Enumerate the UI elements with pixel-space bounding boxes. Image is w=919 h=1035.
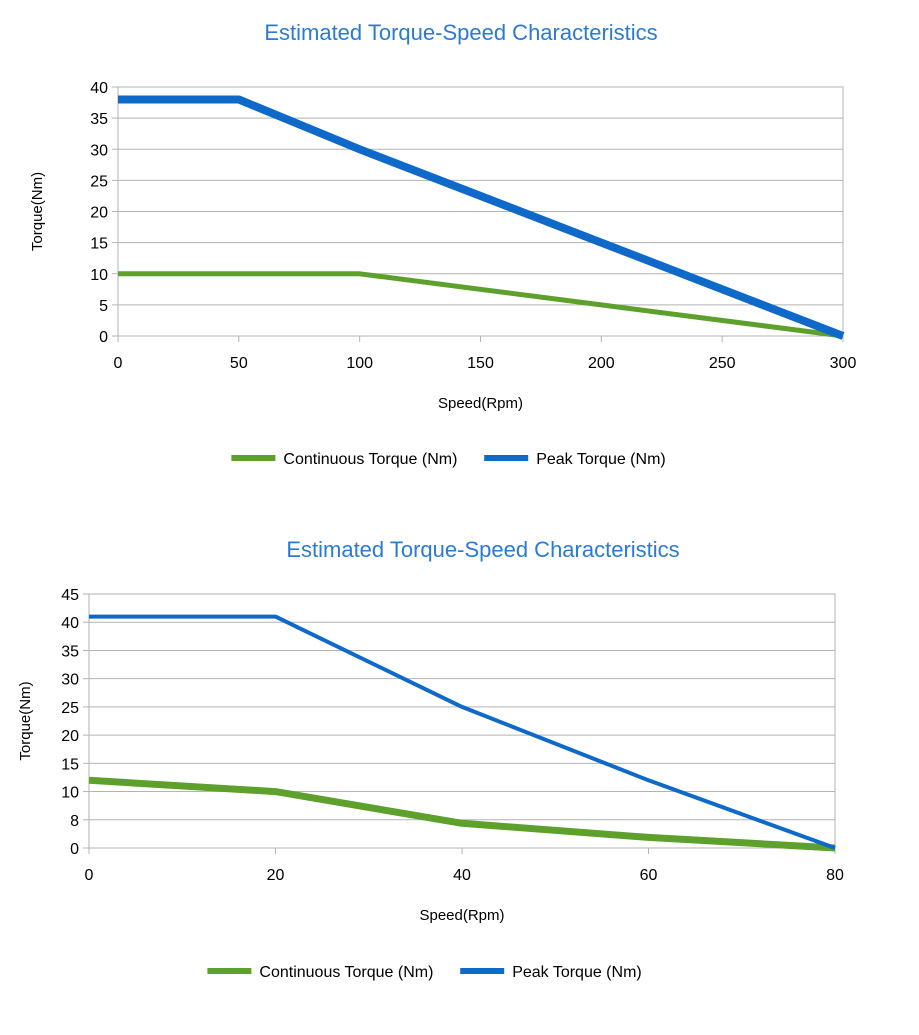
y-axis-label: Torque(Nm) (29, 172, 46, 251)
plot-area (88, 593, 836, 849)
y-tick-label: 10 (61, 785, 79, 802)
peak-torque-line (118, 95, 845, 340)
x-tick-label: 40 (453, 867, 471, 884)
y-tick-label: 30 (61, 672, 79, 689)
y-tick-label: 15 (61, 756, 79, 773)
peak-torque-line (89, 614, 836, 850)
x-tick-label: 50 (230, 355, 248, 372)
x-tick-label: 80 (826, 867, 844, 884)
legend-label-peak: Peak Torque (Nm) (536, 451, 666, 468)
y-tick-label: 40 (61, 615, 79, 632)
y-tick-label: 10 (90, 267, 108, 284)
y-tick-label: 15 (90, 236, 108, 253)
y-tick-label: 25 (61, 700, 79, 717)
y-tick-label: 35 (90, 111, 108, 128)
x-axis-label: Speed(Rpm) (438, 395, 523, 412)
y-tick-label: 30 (90, 142, 108, 159)
x-tick-label: 300 (830, 355, 857, 372)
y-tick-label: 8 (70, 813, 79, 830)
y-tick-label: 40 (90, 80, 108, 97)
y-tick-label: 45 (61, 587, 79, 604)
legend: Continuous Torque (Nm) Peak Torque (Nm) (231, 451, 666, 468)
legend-label-continuous: Continuous Torque (Nm) (283, 451, 457, 468)
torque-speed-chart-1: Estimated Torque-Speed Characteristics 0 5… (29, 20, 856, 468)
x-tick-label: 20 (267, 867, 285, 884)
torque-speed-chart-2: Estimated Torque-Speed Characteristics 0 8… (17, 537, 844, 981)
x-tick-label: 150 (467, 355, 494, 372)
y-tick-label: 5 (99, 298, 108, 315)
x-tick-label: 60 (640, 867, 658, 884)
y-axis-label: Torque(Nm) (17, 681, 34, 760)
y-tick-label: 20 (90, 205, 108, 222)
y-tick-label: 0 (99, 329, 108, 346)
y-tick-label: 25 (90, 173, 108, 190)
legend-label-peak: Peak Torque (Nm) (512, 964, 642, 981)
chart-title: Estimated Torque-Speed Characteristics (286, 537, 679, 562)
legend: Continuous Torque (Nm) Peak Torque (Nm) (207, 964, 642, 981)
x-tick-label: 250 (709, 355, 736, 372)
y-tick-label: 20 (61, 728, 79, 745)
x-tick-label: 0 (114, 355, 123, 372)
x-tick-label: 0 (85, 867, 94, 884)
continuous-torque-line (88, 776, 836, 852)
x-tick-label: 200 (588, 355, 615, 372)
y-tick-label: 35 (61, 643, 79, 660)
chart-title: Estimated Torque-Speed Characteristics (264, 20, 657, 45)
legend-label-continuous: Continuous Torque (Nm) (259, 964, 433, 981)
x-axis-label: Speed(Rpm) (419, 907, 504, 924)
continuous-torque-line (118, 271, 844, 339)
y-tick-label: 0 (70, 841, 79, 858)
x-tick-label: 100 (346, 355, 373, 372)
